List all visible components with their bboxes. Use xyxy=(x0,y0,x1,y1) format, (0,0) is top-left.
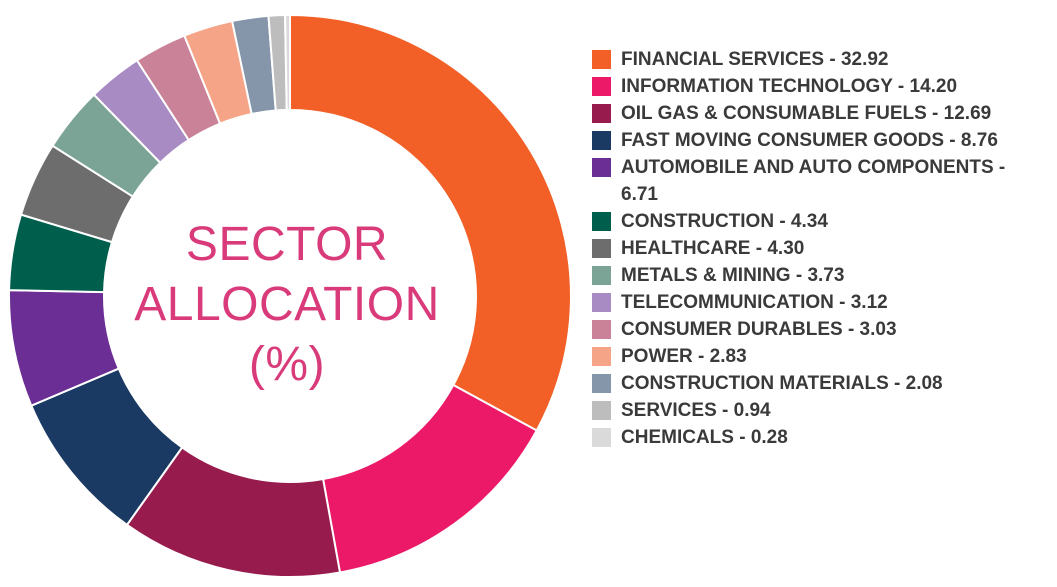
legend-item: INFORMATION TECHNOLOGY - 14.20 xyxy=(592,73,1052,100)
pie-slice-13 xyxy=(284,13,291,112)
legend-swatch xyxy=(592,266,611,285)
legend-swatch xyxy=(592,158,611,177)
legend-item: AUTOMOBILE AND AUTO COMPONENTS - 6.71 xyxy=(592,154,1052,208)
pie-slice-1 xyxy=(321,383,539,574)
legend-swatch xyxy=(592,50,611,69)
legend-swatch xyxy=(592,374,611,393)
legend-label: FAST MOVING CONSUMER GOODS - 8.76 xyxy=(621,130,998,151)
legend-label: AUTOMOBILE AND AUTO COMPONENTS - 6.71 xyxy=(621,157,1006,205)
legend-label: HEALTHCARE - 4.30 xyxy=(621,238,805,259)
legend-item: CONSTRUCTION - 4.34 xyxy=(592,208,1052,235)
legend-swatch xyxy=(592,320,611,339)
chart-legend: FINANCIAL SERVICES - 32.92 INFORMATION TE… xyxy=(592,46,1052,451)
legend-item: CHEMICALS - 0.28 xyxy=(592,424,1052,451)
legend-item: CONSTRUCTION MATERIALS - 2.08 xyxy=(592,370,1052,397)
legend-item: CONSUMER DURABLES - 3.03 xyxy=(592,316,1052,343)
title-line-1: SECTOR xyxy=(185,218,389,271)
legend-label: CONSTRUCTION MATERIALS - 2.08 xyxy=(621,373,943,394)
legend-item: SERVICES - 0.94 xyxy=(592,397,1052,424)
legend-swatch xyxy=(592,77,611,96)
legend-swatch xyxy=(592,401,611,420)
legend-label: POWER - 2.83 xyxy=(621,346,747,367)
legend-item: POWER - 2.83 xyxy=(592,343,1052,370)
legend-swatch xyxy=(592,131,611,150)
legend-swatch xyxy=(592,428,611,447)
legend-label: METALS & MINING - 3.73 xyxy=(621,265,845,286)
legend-item: HEALTHCARE - 4.30 xyxy=(592,235,1052,262)
legend-swatch xyxy=(592,212,611,231)
chart-title: SECTOR ALLOCATION (%) xyxy=(110,215,464,395)
donut-svg xyxy=(8,13,572,578)
legend-item: METALS & MINING - 3.73 xyxy=(592,262,1052,289)
legend-label: INFORMATION TECHNOLOGY - 14.20 xyxy=(621,76,958,97)
legend-label: CONSTRUCTION - 4.34 xyxy=(621,211,828,232)
legend-swatch xyxy=(592,347,611,366)
legend-label: TELECOMMUNICATION - 3.12 xyxy=(621,292,888,313)
legend-item: FINANCIAL SERVICES - 32.92 xyxy=(592,46,1052,73)
title-line-2: ALLOCATION xyxy=(134,278,440,331)
legend-label: CHEMICALS - 0.28 xyxy=(621,427,788,448)
legend-label: FINANCIAL SERVICES - 32.92 xyxy=(621,49,889,70)
donut-chart: SECTOR ALLOCATION (%) xyxy=(8,13,572,578)
pie-slice-0 xyxy=(289,13,572,432)
legend-swatch xyxy=(592,104,611,123)
legend-item: TELECOMMUNICATION - 3.12 xyxy=(592,289,1052,316)
legend-item: OIL GAS & CONSUMABLE FUELS - 12.69 xyxy=(592,100,1052,127)
title-line-3: (%) xyxy=(248,338,326,391)
legend-label: SERVICES - 0.94 xyxy=(621,400,771,421)
legend-label: CONSUMER DURABLES - 3.03 xyxy=(621,319,897,340)
legend-swatch xyxy=(592,293,611,312)
legend-label: OIL GAS & CONSUMABLE FUELS - 12.69 xyxy=(621,103,992,124)
legend-item: FAST MOVING CONSUMER GOODS - 8.76 xyxy=(592,127,1052,154)
legend-swatch xyxy=(592,239,611,258)
